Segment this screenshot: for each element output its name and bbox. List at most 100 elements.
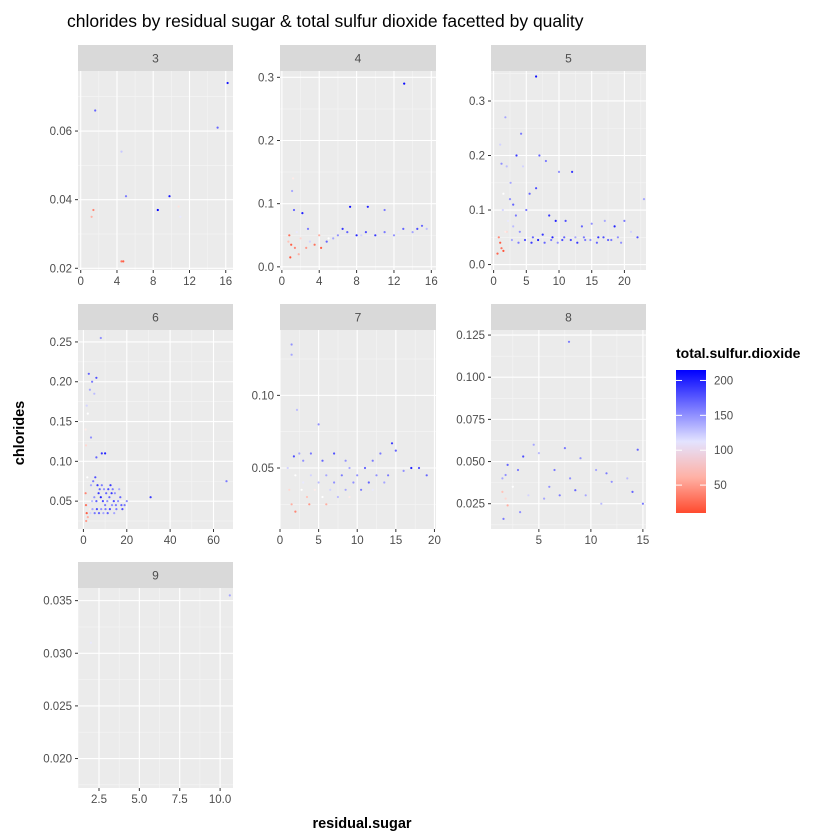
data-point bbox=[94, 476, 97, 479]
data-point bbox=[544, 159, 548, 163]
data-point bbox=[293, 246, 296, 249]
y-tick-label: 0.025 bbox=[43, 701, 72, 713]
data-point bbox=[97, 511, 101, 515]
data-point bbox=[156, 208, 159, 212]
data-point bbox=[95, 508, 98, 511]
y-tick-label: 0.030 bbox=[43, 648, 72, 660]
data-point bbox=[110, 492, 113, 495]
data-point bbox=[287, 240, 290, 243]
data-point bbox=[306, 227, 310, 230]
y-tick-label: 0.10 bbox=[50, 456, 72, 468]
x-tick-label: 0 bbox=[277, 535, 283, 547]
data-point bbox=[535, 187, 538, 190]
legend-tick-label: 100 bbox=[714, 445, 733, 457]
data-point bbox=[425, 474, 428, 477]
data-point bbox=[613, 225, 616, 228]
data-point bbox=[597, 236, 600, 239]
x-tick-label: 0 bbox=[490, 276, 496, 288]
data-point bbox=[364, 231, 367, 234]
data-point bbox=[344, 488, 347, 491]
data-point bbox=[574, 489, 577, 492]
facet-strip bbox=[78, 304, 233, 330]
data-point bbox=[515, 154, 518, 157]
data-point bbox=[580, 225, 584, 228]
data-point bbox=[563, 447, 567, 450]
x-tick-label: 7.5 bbox=[172, 794, 188, 806]
y-tick-label: 0.02 bbox=[50, 263, 72, 275]
x-tick-label: 40 bbox=[164, 535, 177, 547]
data-point bbox=[86, 412, 89, 415]
data-point bbox=[100, 452, 103, 455]
data-point bbox=[403, 82, 406, 85]
data-point bbox=[89, 436, 93, 439]
data-point bbox=[537, 238, 540, 242]
data-point bbox=[402, 227, 405, 230]
data-point bbox=[610, 238, 613, 242]
data-point bbox=[87, 504, 90, 507]
data-point bbox=[551, 236, 554, 239]
y-tick-label: 0.05 bbox=[50, 496, 72, 508]
data-point bbox=[295, 408, 299, 411]
data-point bbox=[100, 508, 103, 511]
y-tick-label: 0.125 bbox=[456, 330, 485, 342]
data-point bbox=[108, 508, 111, 511]
data-point bbox=[642, 198, 646, 201]
data-point bbox=[532, 443, 535, 446]
data-point bbox=[641, 502, 645, 505]
data-point bbox=[291, 189, 294, 193]
data-point bbox=[98, 488, 101, 491]
data-point bbox=[93, 496, 96, 499]
data-point bbox=[383, 481, 386, 484]
data-point bbox=[95, 500, 98, 503]
data-point bbox=[564, 219, 567, 222]
y-tick-label: 0.050 bbox=[456, 457, 485, 469]
data-point bbox=[504, 116, 507, 119]
data-point bbox=[117, 500, 120, 503]
x-tick-label: 5 bbox=[315, 535, 321, 547]
data-point bbox=[125, 500, 128, 503]
y-tick-label: 0.2 bbox=[258, 135, 274, 147]
facet-strip-label: 8 bbox=[565, 311, 572, 325]
data-point bbox=[512, 203, 515, 206]
x-tick-label: 20 bbox=[428, 535, 441, 547]
data-point bbox=[100, 484, 103, 487]
data-point bbox=[93, 392, 96, 395]
data-point bbox=[582, 236, 586, 239]
data-point bbox=[629, 230, 633, 233]
y-tick-label: 0.05 bbox=[252, 463, 274, 475]
x-tick-label: 10 bbox=[584, 535, 597, 547]
facet-panel-8: 8 5 10 15 0.025 0.050 0.075 0.100 0.125 bbox=[456, 304, 649, 547]
data-point bbox=[392, 234, 396, 237]
data-point bbox=[383, 231, 386, 234]
y-tick-label: 0.15 bbox=[50, 417, 72, 429]
data-point bbox=[84, 492, 87, 495]
x-tick-label: 10 bbox=[351, 535, 364, 547]
data-point bbox=[514, 214, 518, 217]
facet-strip bbox=[491, 304, 646, 330]
y-tick-label: 0.04 bbox=[50, 195, 73, 207]
data-point bbox=[349, 205, 352, 208]
color-legend: total.sulfur.dioxide 50 100 150 200 bbox=[676, 345, 801, 513]
legend-tick-label: 150 bbox=[714, 410, 733, 422]
data-point bbox=[113, 511, 116, 515]
x-tick-label: 16 bbox=[219, 276, 232, 288]
data-point bbox=[535, 75, 538, 78]
data-point bbox=[375, 474, 378, 477]
data-point bbox=[325, 240, 328, 243]
data-point bbox=[501, 477, 504, 480]
data-point bbox=[95, 376, 98, 379]
data-point bbox=[340, 474, 343, 477]
data-point bbox=[336, 495, 339, 499]
data-point bbox=[374, 234, 377, 237]
data-point bbox=[99, 496, 102, 499]
data-point bbox=[348, 466, 351, 470]
x-tick-label: 8 bbox=[353, 276, 359, 288]
facet-strip-label: 3 bbox=[152, 52, 159, 66]
data-point bbox=[91, 500, 94, 503]
y-tick-label: 0.06 bbox=[50, 126, 72, 138]
data-point bbox=[516, 468, 520, 472]
data-point bbox=[90, 215, 93, 218]
data-point bbox=[371, 459, 374, 462]
